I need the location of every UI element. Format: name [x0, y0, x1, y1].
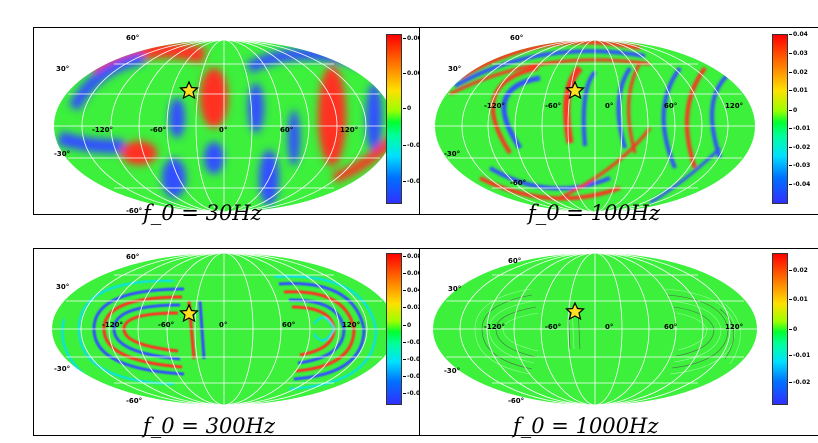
grid-label: 30°: [448, 65, 461, 73]
grid-label: 30°: [448, 285, 461, 293]
grid-label: 60°: [664, 323, 677, 331]
grid-label: 60°: [508, 257, 521, 265]
colorbar-label: 0.02: [789, 69, 808, 76]
caption-300hz: f_0 = 300Hz: [143, 414, 276, 438]
colorbar-label: -0.03: [788, 162, 811, 169]
grid-label: 60°: [126, 34, 139, 42]
colorbar-label: -0.02: [788, 379, 811, 386]
grid-label: -120°: [92, 126, 113, 134]
colorbar-label: -0.001: [402, 178, 429, 185]
colorbar-label: 0.01: [789, 87, 808, 94]
colorbar-label: 0.04: [789, 31, 808, 38]
colorbar-label: 0: [788, 326, 798, 333]
grid-label: -30°: [54, 150, 70, 158]
skymap-panel-1000hz: 60° 30° -120° -60° 0° 60° 120° -30° -60°…: [419, 248, 818, 436]
source-star-icon: [179, 303, 199, 323]
colorbar-label: -0.04: [788, 181, 811, 188]
skymap-100hz: 60° 30° -120° -60° 0° 60° 120° -30° -60°: [435, 34, 755, 213]
grid-label: -60°: [545, 323, 561, 331]
coordinate-grid: [54, 39, 394, 213]
grid-label: 60°: [664, 102, 677, 110]
colorbar-label: 0: [788, 107, 798, 114]
colorbar-label: 0.06: [403, 270, 422, 277]
skymap-30hz: 60° 30° -120° -60° 0° 60° 120° -30° -60°: [54, 34, 394, 215]
colorbar: [772, 34, 788, 204]
caption-100hz: f_0 = 100Hz: [528, 201, 661, 225]
colorbar-label: 0.02: [403, 304, 422, 311]
colorbar-label: 0.04: [403, 287, 422, 294]
grid-label: 60°: [126, 253, 139, 261]
grid-label: 120°: [342, 321, 360, 329]
colorbar: [772, 253, 788, 405]
coordinate-grid: [52, 252, 396, 406]
grid-label: -30°: [444, 150, 460, 158]
coordinate-grid: [433, 252, 757, 406]
grid-label: 0°: [605, 102, 613, 110]
colorbar-label: -0.02: [788, 144, 811, 151]
colorbar-label: -0.01: [788, 352, 811, 359]
skymap-1000hz: 60° 30° -120° -60° 0° 60° 120° -30° -60°: [433, 252, 757, 406]
colorbar-label: -0.02: [402, 339, 425, 346]
grid-label: -60°: [510, 179, 526, 187]
grid-label: 0°: [219, 321, 227, 329]
colorbar-label: -0.04: [402, 356, 425, 363]
source-star-icon: [565, 80, 585, 100]
colorbar-label: -0.01: [788, 125, 811, 132]
grid-label: -60°: [545, 102, 561, 110]
colorbar-label: 0.02: [789, 267, 808, 274]
grid-label: -60°: [158, 321, 174, 329]
grid-label: 30°: [56, 283, 69, 291]
grid-label: -60°: [126, 397, 142, 405]
grid-label: 60°: [510, 34, 523, 42]
source-star-icon: [179, 80, 199, 100]
grid-label: 30°: [56, 65, 69, 73]
grid-label: 120°: [340, 126, 358, 134]
grid-label: 120°: [725, 323, 743, 331]
colorbar-label: -0.08: [402, 390, 425, 397]
skymap-300hz: 60° 30° -120° -60° 0° 60° 120° -30° -60°: [52, 252, 396, 406]
grid-label: -60°: [150, 126, 166, 134]
grid-label: -30°: [54, 365, 70, 373]
colorbar-label: 0: [402, 105, 412, 112]
grid-label: -120°: [484, 102, 505, 110]
colorbar: [386, 253, 402, 405]
colorbar-label: 0.000: [403, 70, 426, 77]
colorbar-label: 0.08: [403, 253, 422, 260]
colorbar-label: -0.06: [402, 373, 425, 380]
grid-label: -60°: [126, 207, 142, 215]
skymap-panel-30hz: 60° 30° -120° -60° 0° 60° 120° -30° -60°…: [33, 27, 433, 215]
skymap-panel-300hz: 60° 30° -120° -60° 0° 60° 120° -30° -60°…: [33, 248, 433, 436]
caption-30hz: f_0 = 30Hz: [143, 201, 262, 225]
skymap-panel-100hz: 60° 30° -120° -60° 0° 60° 120° -30° -60°…: [419, 27, 818, 215]
grid-label: -120°: [102, 321, 123, 329]
grid-label: -60°: [508, 397, 524, 405]
colorbar-label: -0.000: [402, 142, 429, 149]
grid-label: 60°: [280, 126, 293, 134]
grid-label: -120°: [484, 323, 505, 331]
grid-label: 60°: [282, 321, 295, 329]
colorbar-label: 0.01: [789, 296, 808, 303]
grid-label: 120°: [725, 102, 743, 110]
coordinate-grid: [435, 39, 755, 213]
grid-label: 0°: [605, 323, 613, 331]
colorbar-label: 0.03: [789, 50, 808, 57]
colorbar-label: 0: [402, 322, 412, 329]
colorbar: [386, 34, 402, 204]
grid-label: 0°: [219, 126, 227, 134]
caption-1000hz: f_0 = 1000Hz: [513, 414, 659, 438]
colorbar-label: 0.001: [403, 35, 426, 42]
source-star-icon: [565, 301, 585, 321]
grid-label: -30°: [444, 367, 460, 375]
